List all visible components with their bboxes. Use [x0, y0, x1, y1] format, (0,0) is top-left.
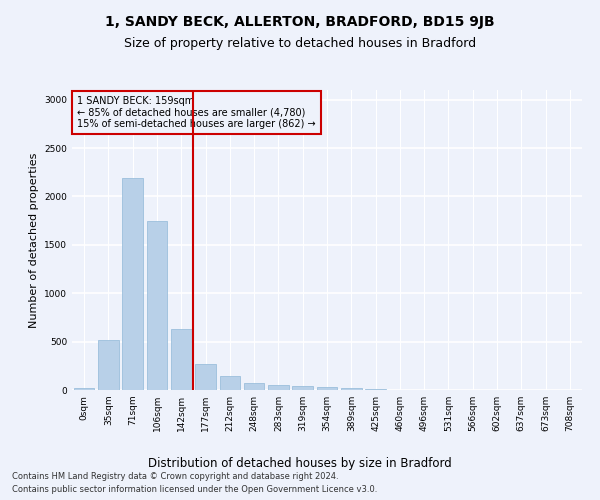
Text: Contains HM Land Registry data © Crown copyright and database right 2024.: Contains HM Land Registry data © Crown c… — [12, 472, 338, 481]
Y-axis label: Number of detached properties: Number of detached properties — [29, 152, 38, 328]
Text: Size of property relative to detached houses in Bradford: Size of property relative to detached ho… — [124, 38, 476, 51]
Text: Contains public sector information licensed under the Open Government Licence v3: Contains public sector information licen… — [12, 485, 377, 494]
Bar — [74, 388, 94, 390]
Text: Distribution of detached houses by size in Bradford: Distribution of detached houses by size … — [148, 458, 452, 470]
Bar — [365, 389, 386, 390]
Bar — [268, 384, 289, 390]
Bar — [292, 386, 313, 390]
Bar — [244, 382, 265, 390]
Bar — [341, 388, 362, 390]
Bar — [98, 340, 119, 390]
Text: 1 SANDY BECK: 159sqm
← 85% of detached houses are smaller (4,780)
15% of semi-de: 1 SANDY BECK: 159sqm ← 85% of detached h… — [77, 96, 316, 129]
Text: 1, SANDY BECK, ALLERTON, BRADFORD, BD15 9JB: 1, SANDY BECK, ALLERTON, BRADFORD, BD15 … — [105, 15, 495, 29]
Bar — [122, 178, 143, 390]
Bar — [171, 328, 191, 390]
Bar — [317, 387, 337, 390]
Bar — [146, 220, 167, 390]
Bar — [195, 364, 216, 390]
Bar — [220, 376, 240, 390]
